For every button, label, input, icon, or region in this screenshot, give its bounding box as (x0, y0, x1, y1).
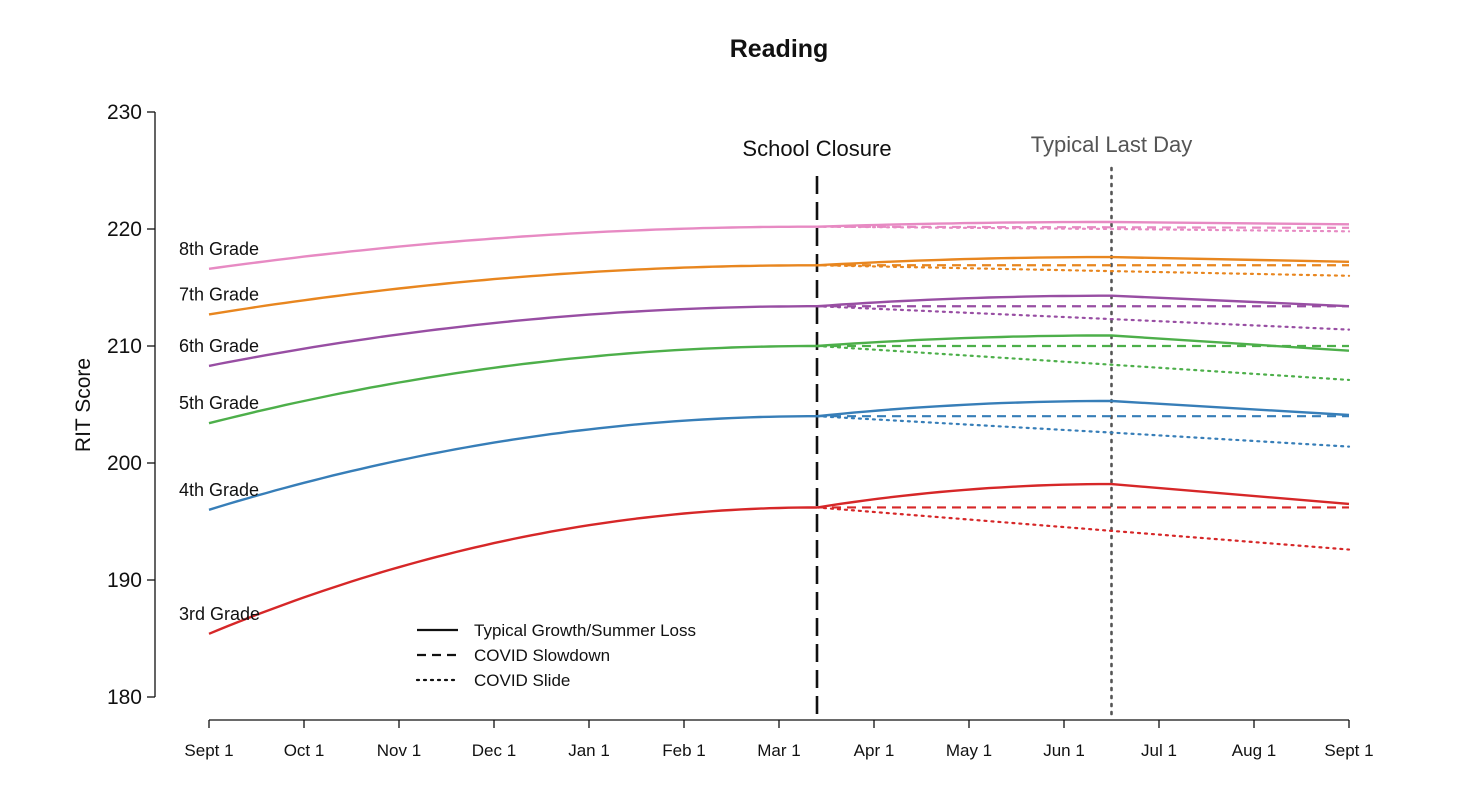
5th-grade-typical-line (816, 334, 1350, 352)
legend: Typical Growth/Summer Loss COVID Slowdown… (415, 621, 696, 690)
x-tick-label: Feb 1 (662, 741, 705, 760)
6th-grade-growth-line (208, 305, 817, 368)
8th-grade-typical-line (816, 220, 1350, 228)
5th-grade-growth-line (208, 344, 817, 425)
6th-grade-typical-line (816, 294, 1350, 308)
6th-grade-slide-line (815, 305, 1351, 331)
4th-grade-label: 4th Grade (179, 480, 259, 500)
y-tick-label: 190 (107, 569, 142, 592)
x-tick-label: Apr 1 (854, 741, 895, 760)
7th-grade-label: 7th Grade (179, 284, 259, 304)
x-tick-label: May 1 (946, 741, 992, 760)
7th-grade-slide-line (815, 264, 1351, 277)
y-axis-label: RIT Score (72, 358, 95, 452)
8th-grade-growth-line (208, 225, 817, 270)
chart-title: Reading (730, 35, 829, 63)
legend-label-dotted: COVID Slide (474, 671, 570, 690)
school-closure-label: School Closure (742, 136, 891, 161)
3rd-grade-typical-line (816, 482, 1350, 509)
typical-last-day-label: Typical Last Day (1031, 132, 1192, 157)
5th-grade-slide-line (815, 344, 1351, 382)
8th-grade-slide-line (815, 225, 1351, 233)
x-tick-label: Jul 1 (1141, 741, 1177, 760)
vertical-markers: School Closure Typical Last Day (742, 132, 1192, 722)
x-tick-label: Sept 1 (184, 741, 233, 760)
4th-grade-slide-line (815, 415, 1351, 448)
4th-grade-typical-line (816, 399, 1350, 418)
axes: 180 190 200 210 220 230 Sept 1 Oct 1 Nov 1 Dec 1 J… (107, 101, 1374, 760)
y-tick-label: 200 (107, 452, 142, 475)
y-tick-label: 230 (107, 101, 142, 124)
6th-grade-label: 6th Grade (179, 336, 259, 356)
3rd-grade-slide-line (815, 506, 1351, 551)
legend-label-solid: Typical Growth/Summer Loss (474, 621, 696, 640)
4th-grade-growth-line (208, 415, 817, 511)
x-tick-label: Jun 1 (1043, 741, 1085, 760)
grade-labels: 8th Grade 7th Grade 6th Grade 5th Grade 4th … (179, 239, 260, 624)
y-tick-label: 220 (107, 218, 142, 241)
series-lines (208, 220, 1351, 635)
7th-grade-growth-line (208, 264, 817, 316)
x-tick-label: Oct 1 (284, 741, 325, 760)
x-tick-label: Mar 1 (757, 741, 800, 760)
3rd-grade-growth-line (208, 506, 817, 635)
x-tick-label: Nov 1 (377, 741, 421, 760)
x-tick-label: Jan 1 (568, 741, 610, 760)
8th-grade-slowdown-line (816, 225, 1350, 229)
7th-grade-typical-line (816, 255, 1350, 267)
y-tick-label: 180 (107, 686, 142, 709)
x-tick-label: Dec 1 (472, 741, 516, 760)
5th-grade-label: 5th Grade (179, 393, 259, 413)
legend-label-dashed: COVID Slowdown (474, 646, 610, 665)
y-tick-label: 210 (107, 335, 142, 358)
x-tick-label: Sept 1 (1324, 741, 1373, 760)
3rd-grade-label: 3rd Grade (179, 604, 260, 624)
x-tick-label: Aug 1 (1232, 741, 1276, 760)
8th-grade-label: 8th Grade (179, 239, 259, 259)
